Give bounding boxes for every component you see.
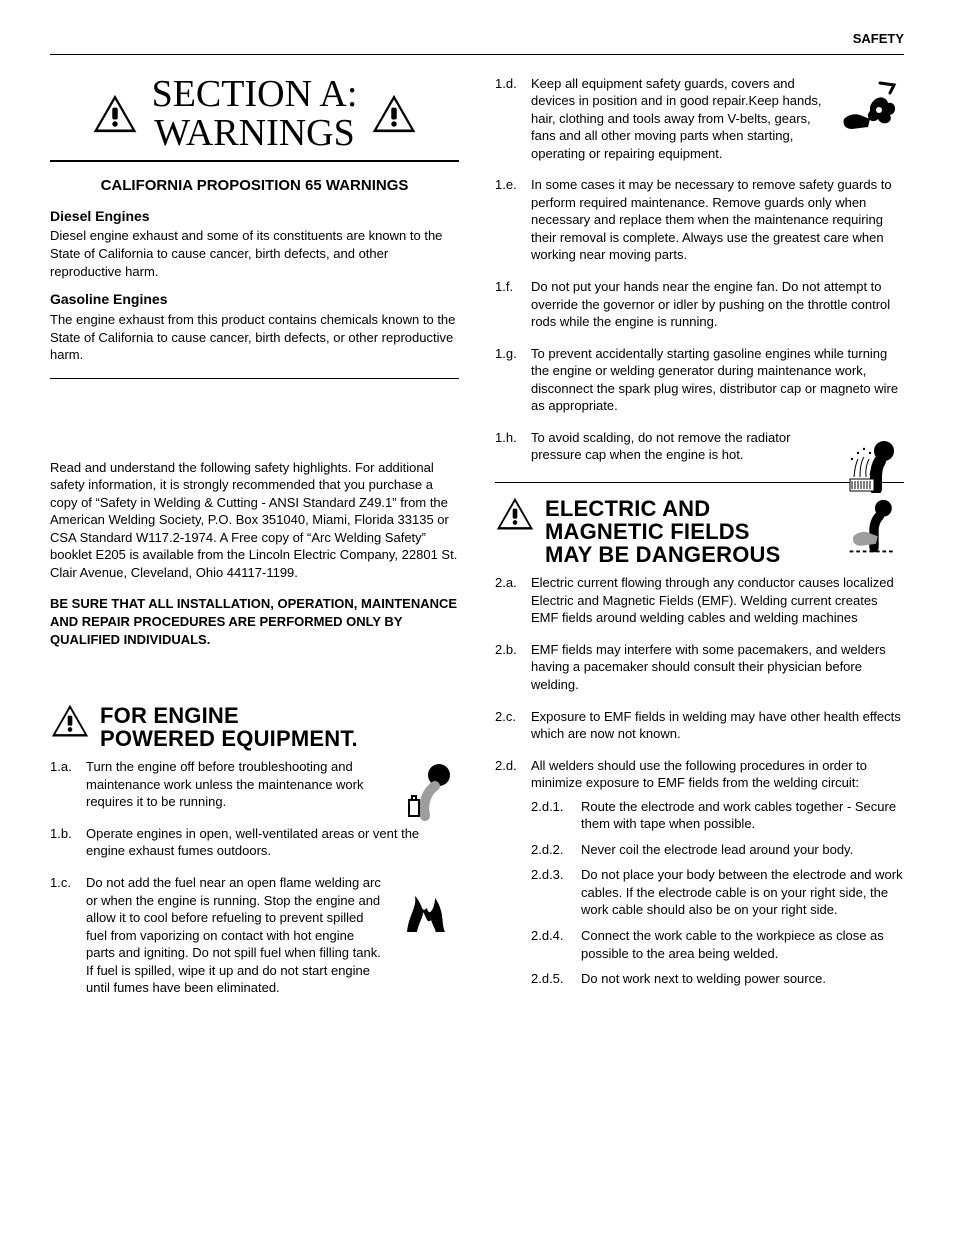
list-item-text: Electric current flowing through any con…	[531, 574, 904, 627]
list-item-number: 2.d.1.	[531, 798, 573, 833]
list-item: 1.f. Do not put your hands near the engin…	[495, 278, 904, 331]
qualified-individuals-warning: BE SURE THAT ALL INSTALLATION, OPERATION…	[50, 595, 459, 648]
list-item: 2.d.5. Do not work next to welding power …	[531, 970, 904, 988]
list-item: 1.b. Operate engines in open, well-ventil…	[50, 825, 459, 860]
list-item: 2.b. EMF fields may interfere with some p…	[495, 641, 904, 694]
list-item-number: 2.d.	[495, 757, 523, 996]
emf-list: 2.a. Electric current flowing through any…	[495, 574, 904, 995]
list-item: 1.h. To avoid scalding, do not remove the…	[495, 429, 904, 464]
list-item-number: 1.f.	[495, 278, 523, 331]
list-item-text: EMF fields may interfere with some pacem…	[531, 641, 904, 694]
section-a-title: SECTION A: WARNINGS	[152, 75, 358, 155]
list-item-number: 1.g.	[495, 345, 523, 415]
list-item-text: In some cases it may be necessary to rem…	[531, 176, 904, 264]
list-item: 2.d.4.Connect the work cable to the work…	[531, 927, 904, 962]
sublist: 2.d.1.Route the electrode and work cable…	[531, 798, 904, 988]
list-item: 1.c. Do not add the fuel near an open fla…	[50, 874, 459, 997]
list-item: 2.a. Electric current flowing through any…	[495, 574, 904, 627]
list-item-text: All welders should use the following pro…	[531, 757, 904, 996]
section-a-title-row: SECTION A: WARNINGS	[50, 75, 459, 163]
list-item-text: Do not put your hands near the engine fa…	[531, 278, 904, 331]
left-column: SECTION A: WARNINGS CALIFORNIA PROPOSITI…	[50, 75, 459, 1011]
diesel-subhead: Diesel Engines	[50, 207, 459, 226]
list-item: 1.d. Keep all equipment safety guards, co…	[495, 75, 904, 163]
engine-heading-row: FOR ENGINE POWERED EQUIPMENT.	[50, 704, 459, 750]
list-item-text: Exposure to EMF fields in welding may ha…	[531, 708, 904, 743]
list-item: 1.a. Turn the engine off before troublesh…	[50, 758, 459, 811]
list-item-number: 2.d.2.	[531, 841, 573, 859]
list-item-number: 1.a.	[50, 758, 78, 811]
engine-off-icon	[395, 758, 459, 822]
list-item: 2.d.3.Do not place your body between the…	[531, 866, 904, 919]
list-item: 2.d. All welders should use the following…	[495, 757, 904, 996]
section-a-line1: SECTION A:	[152, 73, 358, 115]
list-item-number: 1.h.	[495, 429, 523, 464]
section-a-line2: WARNINGS	[154, 112, 355, 154]
gasoline-subhead: Gasoline Engines	[50, 290, 459, 309]
list-item-text: To prevent accidentally starting gasolin…	[531, 345, 904, 415]
list-item: 2.c. Exposure to EMF fields in welding ma…	[495, 708, 904, 743]
emf-heading: ELECTRIC AND MAGNETIC FIELDS MAY BE DANG…	[545, 497, 785, 566]
list-item-number: 2.d.4.	[531, 927, 573, 962]
warning-triangle-icon	[495, 497, 535, 531]
list-item-number: 1.b.	[50, 825, 78, 860]
list-item-number: 2.b.	[495, 641, 523, 694]
hand-fan-icon	[840, 75, 904, 139]
list-item-number: 1.d.	[495, 75, 523, 163]
list-item-text: To avoid scalding, do not remove the rad…	[531, 429, 904, 464]
list-item: 1.g. To prevent accidentally starting gas…	[495, 345, 904, 415]
list-item-number: 2.d.5.	[531, 970, 573, 988]
list-item-number: 1.e.	[495, 176, 523, 264]
list-item-text: Do not work next to welding power source…	[581, 970, 904, 988]
engine-heading: FOR ENGINE POWERED EQUIPMENT.	[100, 704, 360, 750]
list-item-number: 2.a.	[495, 574, 523, 627]
diesel-body: Diesel engine exhaust and some of its co…	[50, 227, 459, 280]
list-item-text: Route the electrode and work cables toge…	[581, 798, 904, 833]
emf-heading-row: ELECTRIC AND MAGNETIC FIELDS MAY BE DANG…	[495, 497, 904, 566]
list-item-text: Turn the engine off before troubleshooti…	[86, 758, 459, 811]
intro-paragraph: Read and understand the following safety…	[50, 459, 459, 582]
list-item-number: 1.c.	[50, 874, 78, 997]
engine-list-right: 1.d. Keep all equipment safety guards, co…	[495, 75, 904, 464]
list-item: 2.d.1.Route the electrode and work cable…	[531, 798, 904, 833]
right-column: 1.d. Keep all equipment safety guards, co…	[495, 75, 904, 1011]
flame-icon	[395, 874, 459, 938]
prop65-heading: CALIFORNIA PROPOSITION 65 WARNINGS	[50, 176, 459, 196]
list-item-text: Do not place your body between the elect…	[581, 866, 904, 919]
list-item-number: 2.c.	[495, 708, 523, 743]
list-item-number: 2.d.3.	[531, 866, 573, 919]
scalding-icon	[840, 429, 904, 493]
warning-triangle-icon	[92, 94, 138, 134]
list-item-text: Operate engines in open, well-ventilated…	[86, 825, 459, 860]
warning-triangle-icon	[371, 94, 417, 134]
list-item: 2.d.2. Never coil the electrode lead arou…	[531, 841, 904, 859]
list-item-text: Do not add the fuel near an open flame w…	[86, 874, 459, 997]
warning-triangle-icon	[50, 704, 90, 738]
emf-hand-icon	[844, 497, 904, 557]
engine-list-left: 1.a. Turn the engine off before troublesh…	[50, 758, 459, 997]
two-column-layout: SECTION A: WARNINGS CALIFORNIA PROPOSITI…	[50, 75, 904, 1011]
list-item-text: Keep all equipment safety guards, covers…	[531, 75, 904, 163]
divider	[50, 378, 459, 379]
gasoline-body: The engine exhaust from this product con…	[50, 311, 459, 364]
list-item-text: Never coil the electrode lead around you…	[581, 841, 904, 859]
list-item: 1.e. In some cases it may be necessary to…	[495, 176, 904, 264]
list-item-text: Connect the work cable to the workpiece …	[581, 927, 904, 962]
page-header-label: SAFETY	[50, 30, 904, 55]
